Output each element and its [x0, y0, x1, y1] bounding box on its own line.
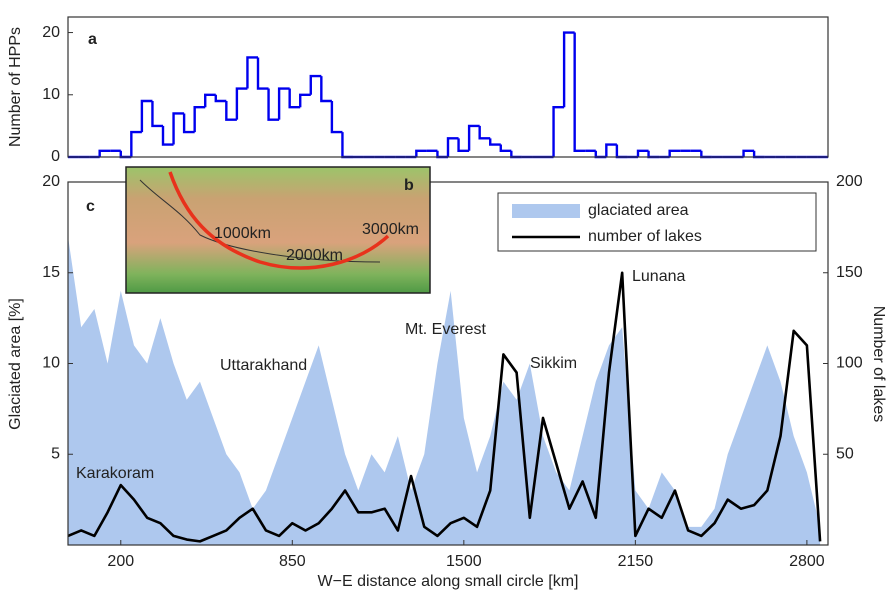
hist-step: [121, 151, 132, 157]
hist-step: [754, 151, 765, 157]
legend-swatch: [512, 204, 580, 218]
hist-step: [205, 95, 216, 107]
hist-step: [606, 145, 617, 157]
hist-step: [701, 151, 712, 157]
hist-step: [744, 151, 755, 157]
hist-step: [174, 113, 185, 144]
x-tick-label: 200: [107, 553, 134, 570]
hist-step: [490, 138, 501, 144]
y2-tick-label: 150: [836, 264, 863, 281]
hist-step: [511, 151, 522, 157]
annotation: Lunana: [632, 268, 685, 285]
y-tick-label: 5: [51, 445, 60, 462]
hist-step: [258, 57, 269, 88]
x-axis-label: W−E distance along small circle [km]: [318, 573, 579, 590]
x-tick-label: 2150: [618, 553, 654, 570]
hist-step: [216, 95, 227, 101]
hist-step: [163, 126, 174, 145]
y2-tick-label: 200: [836, 173, 863, 190]
y-axis-label: Glaciated area [%]: [7, 298, 24, 430]
hist-step: [100, 151, 111, 157]
hist-step: [670, 151, 681, 157]
inset-arc-label: 3000km: [362, 221, 419, 238]
hist-step: [311, 76, 322, 95]
hist-step: [342, 132, 353, 157]
y-tick-label: 20: [42, 173, 60, 190]
hist-step: [321, 76, 332, 101]
hist-step: [459, 138, 470, 150]
x-tick-label: 2800: [789, 553, 825, 570]
inset-panel-label: b: [404, 177, 414, 194]
y-axis-label: Number of HPPs: [7, 27, 24, 147]
hist-step: [152, 101, 163, 126]
legend-label: number of lakes: [588, 228, 702, 245]
hist-step: [596, 151, 607, 157]
y2-axis-label: Number of lakes: [870, 306, 887, 423]
hist-step: [247, 57, 258, 88]
inset-arc-label: 2000km: [286, 247, 343, 264]
annotation: Sikkim: [530, 355, 577, 372]
hist-step: [649, 151, 660, 157]
hist-step: [437, 151, 448, 157]
plot-frame: [68, 17, 828, 157]
hist-step: [142, 101, 153, 132]
hist-step: [131, 132, 142, 157]
hist-step: [638, 151, 649, 157]
hist-step: [279, 89, 290, 120]
figure: 0 10 20 a Number of HPPs 200 850 1500 2150 2800 5 1…: [0, 0, 890, 600]
hist-step: [290, 89, 301, 108]
x-tick-label: 850: [279, 553, 306, 570]
y2-tick-label: 50: [836, 445, 854, 462]
hist-step: [448, 138, 459, 157]
hist-step: [480, 126, 491, 138]
hist-step: [184, 113, 195, 132]
y2-tick-label: 100: [836, 355, 863, 372]
hist-step: [617, 145, 628, 157]
hist-step: [226, 101, 237, 120]
panel-label: c: [86, 198, 95, 215]
y-tick-label: 0: [51, 148, 60, 165]
inset-arc-label: 1000km: [214, 225, 271, 242]
hist-step: [416, 151, 427, 157]
y-tick-label: 10: [42, 86, 60, 103]
hist-step: [554, 107, 565, 157]
y-tick-label: 15: [42, 264, 60, 281]
hist-step: [501, 145, 512, 151]
annotation: Uttarakhand: [220, 357, 307, 374]
hist-step: [195, 107, 206, 132]
hist-step: [332, 101, 343, 132]
hist-step: [269, 89, 280, 120]
annotation: Karakoram: [76, 465, 154, 482]
panel-label: a: [88, 31, 97, 48]
hist-step: [575, 33, 586, 151]
hist-step: [469, 126, 480, 151]
legend-label: glaciated area: [588, 202, 689, 219]
y-tick-label: 20: [42, 24, 60, 41]
hist-step: [300, 95, 311, 107]
hist-step: [237, 89, 248, 120]
x-tick-label: 1500: [446, 553, 482, 570]
y-tick-label: 10: [42, 355, 60, 372]
annotation: Mt. Everest: [405, 321, 486, 338]
hist-step: [564, 33, 575, 108]
